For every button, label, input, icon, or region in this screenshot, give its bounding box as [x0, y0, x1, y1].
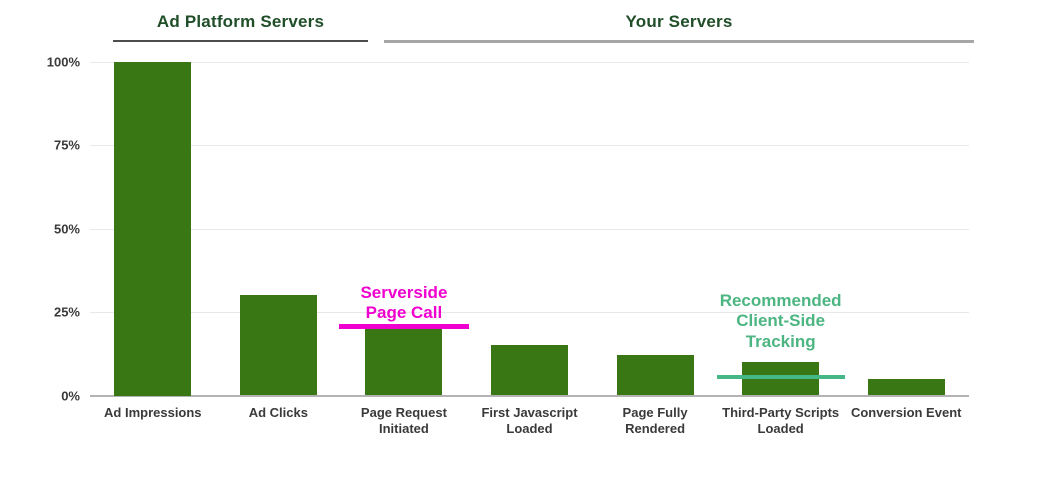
- y-tick-label: 100%: [46, 54, 80, 70]
- y-tick-label: 75%: [53, 137, 80, 153]
- y-tick-label: 0%: [61, 388, 80, 403]
- bar-ad-impressions: [114, 62, 192, 396]
- y-tick-label: 50%: [53, 221, 80, 237]
- bar-conversion-event: [867, 378, 945, 396]
- category-label-page-request-initiated: Page Request Initiated: [360, 404, 447, 437]
- bar-page-fully-rendered: [616, 355, 694, 396]
- gridline-25: [90, 312, 969, 314]
- group-underline-ad-platform-servers: [113, 40, 368, 42]
- group-header-ad-platform-servers: Ad Platform Servers: [156, 12, 325, 31]
- annotation-line-recommended-client-side-tracking: [716, 374, 845, 379]
- x-axis-line: [90, 394, 969, 397]
- category-label-ad-impressions: Ad Impressions: [104, 404, 202, 420]
- group-header-your-servers: Your Servers: [625, 12, 733, 31]
- bar-third-party-scripts-loaded: [742, 362, 820, 396]
- gridline-50: [90, 228, 969, 230]
- category-label-page-fully-rendered: Page Fully Rendered: [622, 404, 688, 437]
- annotation-recommended-client-side-tracking: Recommended Client-Side Tracking: [719, 291, 842, 351]
- bar-page-request-initiated: [365, 328, 443, 396]
- bar-first-javascript-loaded: [491, 345, 568, 396]
- category-label-conversion-event: Conversion Event: [850, 404, 962, 420]
- category-label-third-party-scripts-loaded: Third-Party Scripts Loaded: [722, 404, 840, 437]
- y-tick-label: 25%: [53, 304, 80, 320]
- bar-ad-clicks: [239, 295, 317, 396]
- annotation-line-serverside-page-call: [338, 324, 469, 330]
- category-label-first-javascript-loaded: First Javascript Loaded: [481, 404, 578, 437]
- category-label-ad-clicks: Ad Clicks: [248, 404, 308, 420]
- group-underline-your-servers: [384, 40, 974, 43]
- annotation-serverside-page-call: Serverside Page Call: [360, 283, 448, 323]
- gridline-100: [90, 62, 969, 63]
- gridline-75: [90, 145, 969, 147]
